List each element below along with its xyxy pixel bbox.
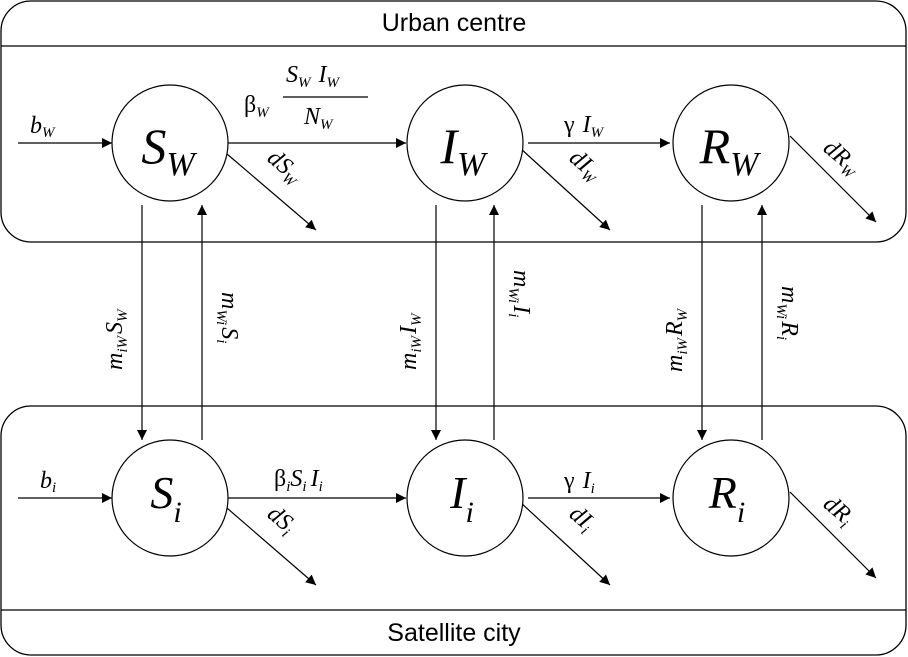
death-label-rw: dRW xyxy=(816,135,866,183)
svg-text:RW: RW xyxy=(699,118,762,183)
node-r-i: Ri xyxy=(672,439,790,557)
svg-text:βW: βW xyxy=(244,92,270,121)
satellite-city-panel: Satellite city xyxy=(0,405,907,656)
death-label-ii: dIi xyxy=(562,501,599,539)
satellite-city-title: Satellite city xyxy=(387,619,521,647)
death-label-si: dSi xyxy=(260,501,300,541)
death-label-iw: dIW xyxy=(562,145,607,189)
svg-text:Si: Si xyxy=(150,467,181,529)
death-arrow-rw xyxy=(789,135,877,223)
migration-label-i-down: miWIW xyxy=(396,312,425,370)
infection-rate-label-satellite: βiSi Ii xyxy=(274,466,323,495)
migration-label-r-down: miWRW xyxy=(662,307,691,372)
birth-label-satellite: bi xyxy=(40,468,56,496)
death-arrow-si xyxy=(219,501,317,586)
death-arrow-ii xyxy=(519,501,611,586)
death-arrow-ri xyxy=(789,491,877,579)
urban-centre-title: Urban centre xyxy=(382,9,527,37)
death-label-sw: dSW xyxy=(260,145,308,192)
death-arrow-iw xyxy=(519,147,611,231)
migration-label-i-up: mWiIi xyxy=(505,270,534,317)
migration-label-s-down: miWSW xyxy=(102,308,131,370)
svg-text:IW: IW xyxy=(440,118,489,183)
death-label-ri: dRi xyxy=(816,491,858,533)
death-arrow-sw xyxy=(219,147,317,231)
recovery-rate-label-satellite: γ Ii xyxy=(563,468,595,497)
svg-text:Ii: Ii xyxy=(449,467,474,529)
migration-label-r-up: mWiRi xyxy=(773,286,802,340)
node-s-w: SW xyxy=(111,84,229,202)
node-i-i: Ii xyxy=(406,439,524,557)
svg-text:NW: NW xyxy=(303,104,334,133)
node-s-i: Si xyxy=(111,439,229,557)
recovery-rate-label-urban: γ IW xyxy=(563,112,605,141)
node-i-w: IW xyxy=(406,84,524,202)
node-r-w: RW xyxy=(672,84,790,202)
svg-text:SW: SW xyxy=(141,118,197,183)
infection-rate-label-urban: βW SW IW NW xyxy=(244,62,368,133)
migration-label-s-up: mWiSi xyxy=(213,292,242,343)
birth-label-urban: bW xyxy=(30,113,56,141)
urban-centre-panel: Urban centre xyxy=(0,0,907,243)
svg-text:Ri: Ri xyxy=(708,467,745,529)
